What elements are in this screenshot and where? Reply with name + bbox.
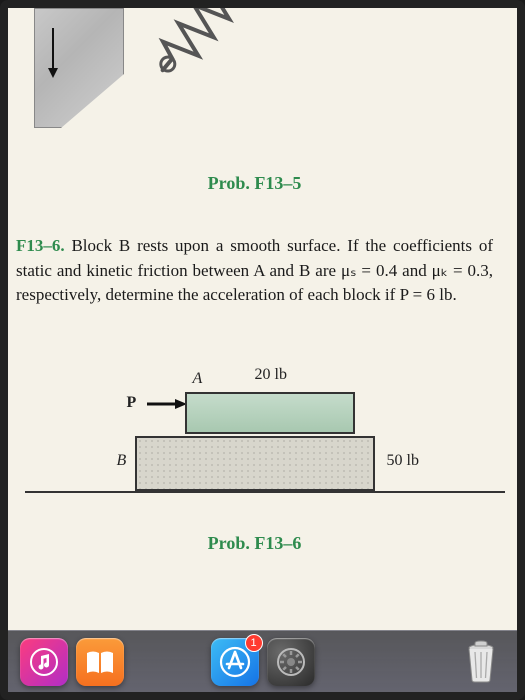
- figure-caption-1: Prob. F13–5: [16, 173, 493, 194]
- figure-blocks: 20 lb A P B 50 lb: [65, 348, 445, 528]
- problem-number: F13–6.: [16, 236, 65, 255]
- trash-icon[interactable]: [457, 638, 505, 686]
- macos-dock: 1: [8, 630, 517, 692]
- force-arrow-icon: [147, 397, 187, 416]
- block-b: [135, 436, 375, 491]
- ground-line: [25, 491, 505, 493]
- appstore-badge: 1: [245, 634, 263, 652]
- block-a-label: A: [193, 370, 203, 388]
- block-a: [185, 392, 355, 434]
- force-p-label: P: [127, 394, 137, 412]
- itunes-icon[interactable]: [20, 638, 68, 686]
- block-b-weight: 50 lb: [387, 452, 419, 470]
- system-preferences-icon[interactable]: [267, 638, 315, 686]
- appstore-icon[interactable]: 1: [211, 638, 259, 686]
- problem-statement: F13–6. Block B rests upon a smooth surfa…: [16, 234, 493, 308]
- block-b-label: B: [117, 452, 127, 470]
- prev-figure-fragment: [16, 8, 493, 148]
- ibooks-icon[interactable]: [76, 638, 124, 686]
- figure-caption-2: Prob. F13–6: [16, 533, 493, 554]
- block-a-weight: 20 lb: [255, 366, 287, 384]
- problem-body: Block B rests upon a smooth surface. If …: [16, 236, 493, 304]
- textbook-page: Prob. F13–5 F13–6. Block B rests upon a …: [8, 8, 517, 630]
